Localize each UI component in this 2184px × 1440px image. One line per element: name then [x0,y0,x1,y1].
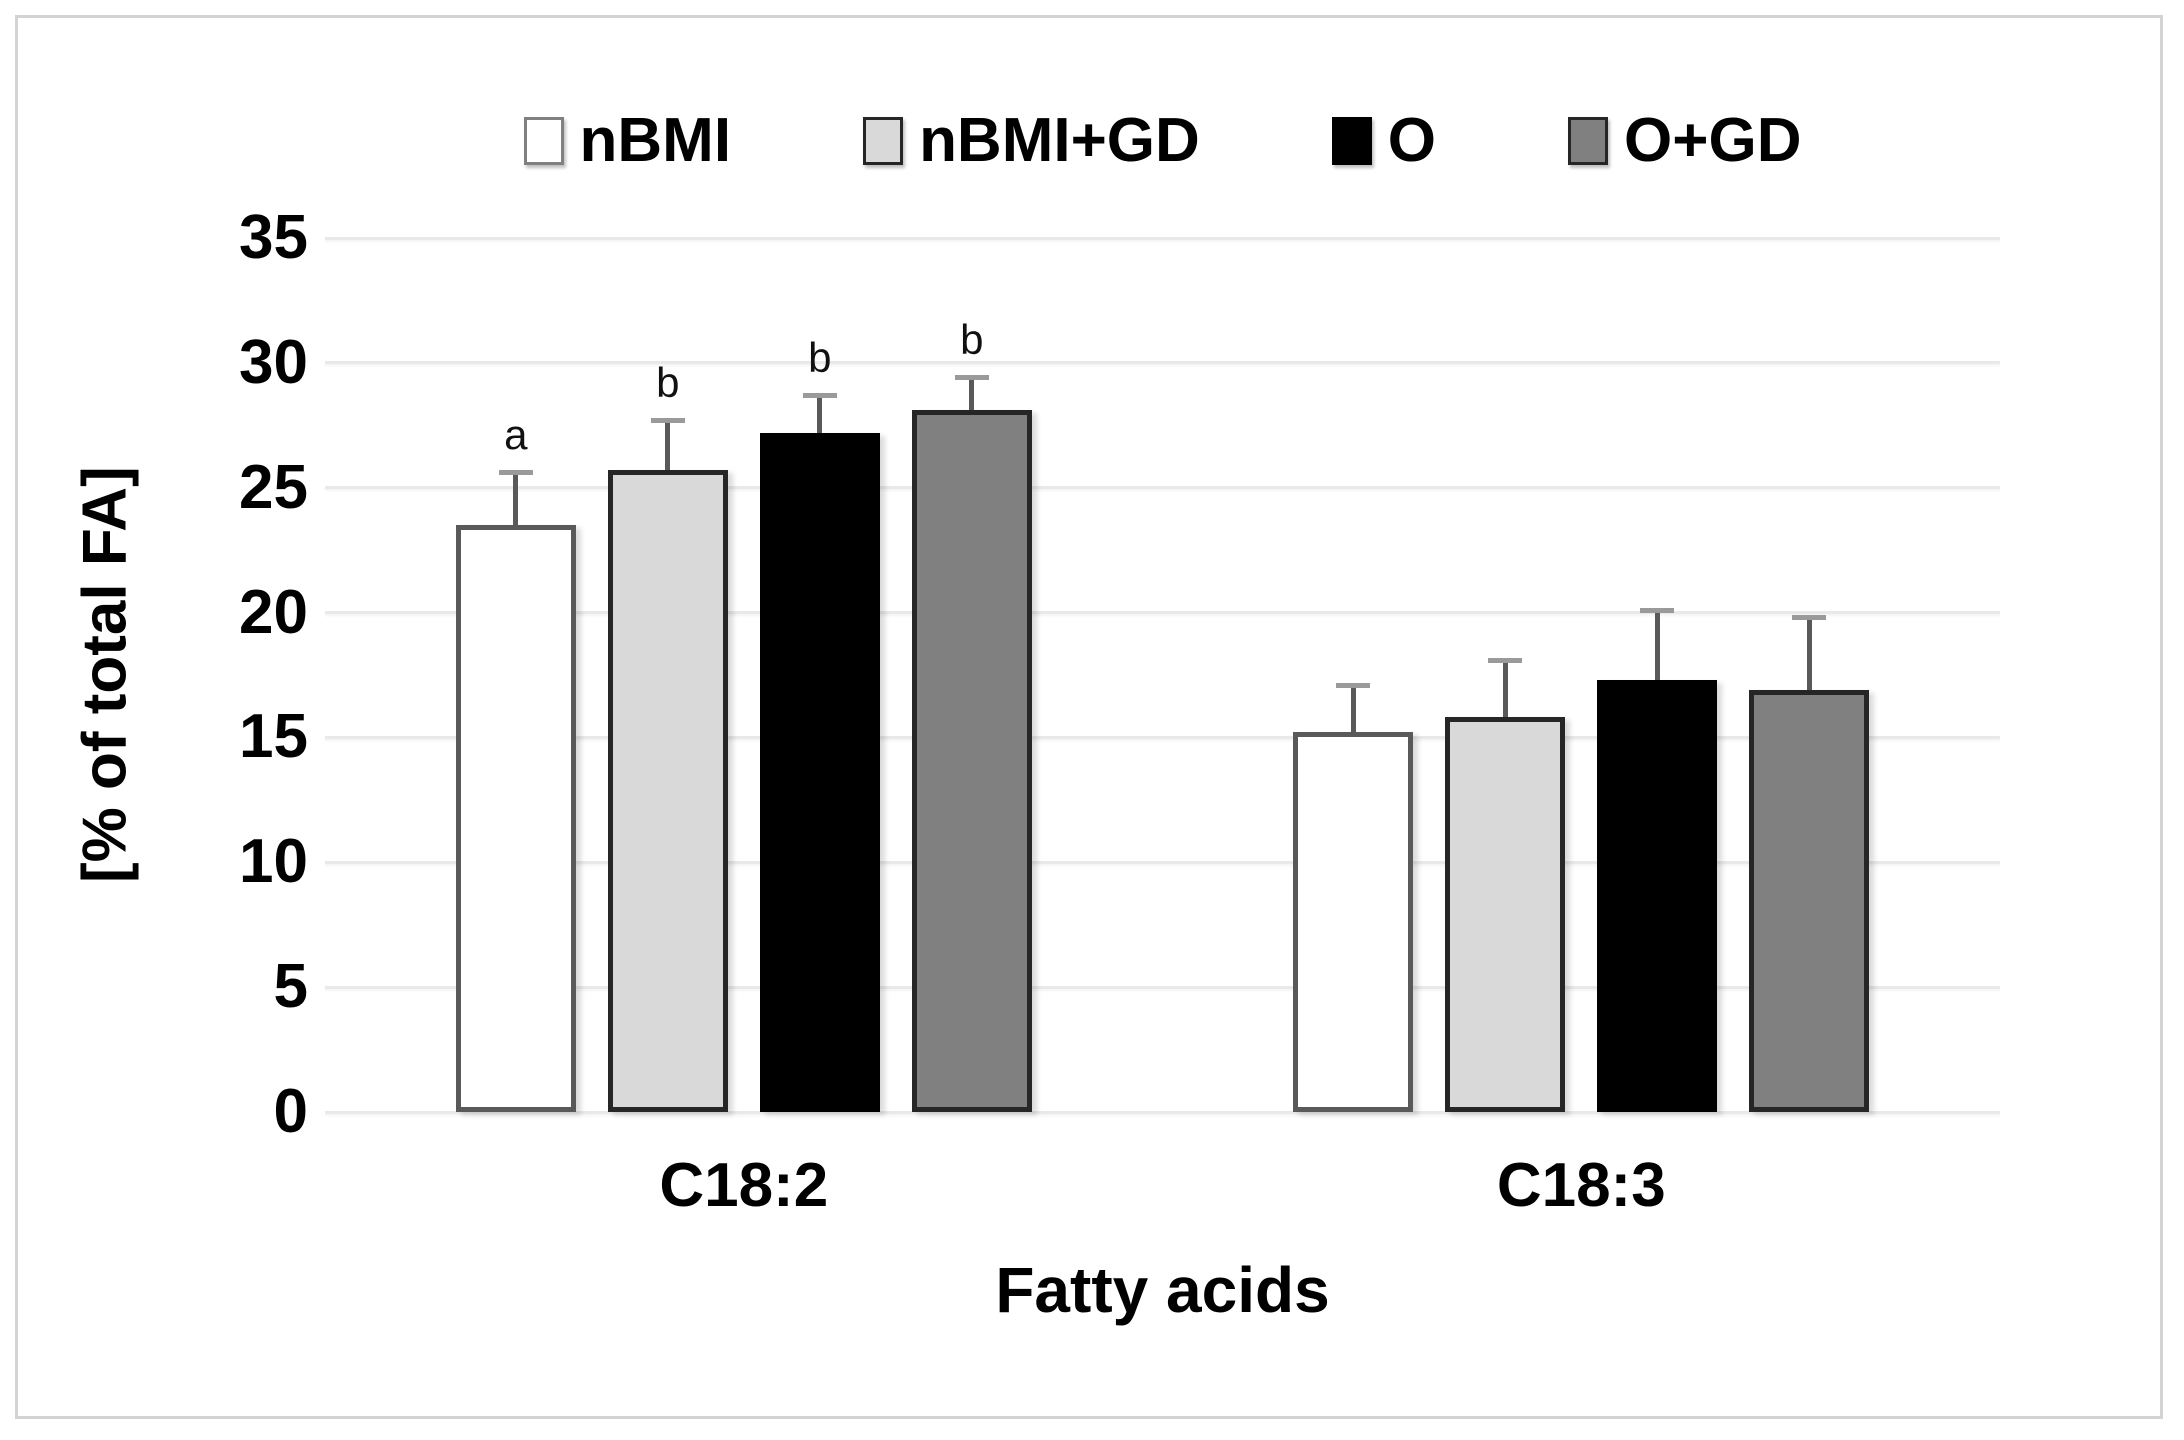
legend-label-nBMI: nBMI [579,106,732,175]
legend-item-O+GD: O+GD [1568,110,1801,172]
error-bar-C18:3-nBMI [1350,682,1356,733]
bar-C18:3-O [1597,680,1718,1112]
x-category-label-C18:3: C18:3 [1496,1151,1666,1220]
error-bar-C18:3-O [1654,607,1660,680]
error-cap-C18:2-O [802,392,837,398]
y-axis-tick-labels: 0 5 10 15 20 25 30 35 [140,207,308,1143]
error-bar-C18:3-O+GD [1806,615,1812,690]
error-cap-C18:3-O [1640,607,1675,613]
legend-swatch-O+GD [1568,117,1609,165]
y-tick-label-0: 0 [273,1077,308,1146]
x-axis-category-labels: C18:2 C18:3 [325,1155,2000,1235]
legend-swatch-nBMI+GD [863,117,904,165]
bar-C18:3-nBMI+GD [1445,717,1566,1112]
significance-letter-C18:2-nBMI+GD: b [656,358,680,406]
y-tick-label-20: 20 [239,577,308,647]
y-axis-title: [% of total FA] [70,466,140,884]
legend: nBMI nBMI+GD O O+GD [325,95,2000,187]
y-tick-label-30: 30 [239,327,308,397]
legend-item-nBMI: nBMI [523,106,732,175]
x-axis-line [325,1110,2000,1114]
gridline-y15 [325,735,2000,739]
bar-C18:2-nBMI [455,525,576,1112]
x-category-label-C18:2: C18:2 [659,1151,829,1220]
error-bar-C18:2-nBMI [513,470,519,526]
error-bar-C18:2-nBMI+GD [665,417,671,471]
legend-item-nBMI+GD: nBMI+GD [863,110,1200,172]
significance-letter-C18:2-O: b [808,333,832,381]
legend-label-nBMI+GD: nBMI+GD [919,106,1200,175]
plot-area: a b b b [325,236,2000,1114]
y-tick-label-10: 10 [239,827,308,897]
legend-swatch-O [1331,117,1372,165]
error-bar-C18:2-O [817,392,823,433]
y-tick-label-5: 5 [273,952,308,1022]
error-cap-C18:2-nBMI [498,470,533,476]
legend-label-O+GD: O+GD [1624,106,1802,175]
gridline-y10 [325,860,2000,864]
gridline-y5 [325,985,2000,989]
bar-C18:3-O+GD [1749,689,1870,1112]
error-cap-C18:3-nBMI [1336,682,1371,688]
gridline-y35 [325,236,2000,240]
legend-swatch-nBMI [523,117,564,165]
error-cap-C18:3-O+GD [1792,615,1827,621]
y-tick-label-35: 35 [239,203,308,272]
error-cap-C18:3-nBMI+GD [1488,657,1523,663]
bar-C18:3-nBMI [1293,732,1414,1112]
gridline-y30 [325,361,2000,365]
bar-C18:2-O+GD [911,410,1032,1112]
legend-item-O: O [1331,106,1437,175]
figure-border [15,15,2163,1419]
gridline-y25 [325,486,2000,490]
error-cap-C18:2-nBMI+GD [650,417,685,423]
significance-letter-C18:2-O+GD: b [960,316,984,364]
x-axis-title: Fatty acids [995,1254,1330,1326]
gridline-y20 [325,611,2000,615]
y-tick-label-25: 25 [239,452,308,522]
legend-label-O: O [1387,106,1437,175]
error-cap-C18:2-O+GD [954,375,989,381]
error-bar-C18:2-O+GD [969,375,975,411]
significance-letter-C18:2-nBMI: a [504,411,528,459]
y-tick-label-15: 15 [239,702,308,772]
bar-C18:2-nBMI+GD [607,470,728,1112]
bar-C18:2-O [759,432,880,1112]
error-bar-C18:3-nBMI+GD [1502,657,1508,718]
